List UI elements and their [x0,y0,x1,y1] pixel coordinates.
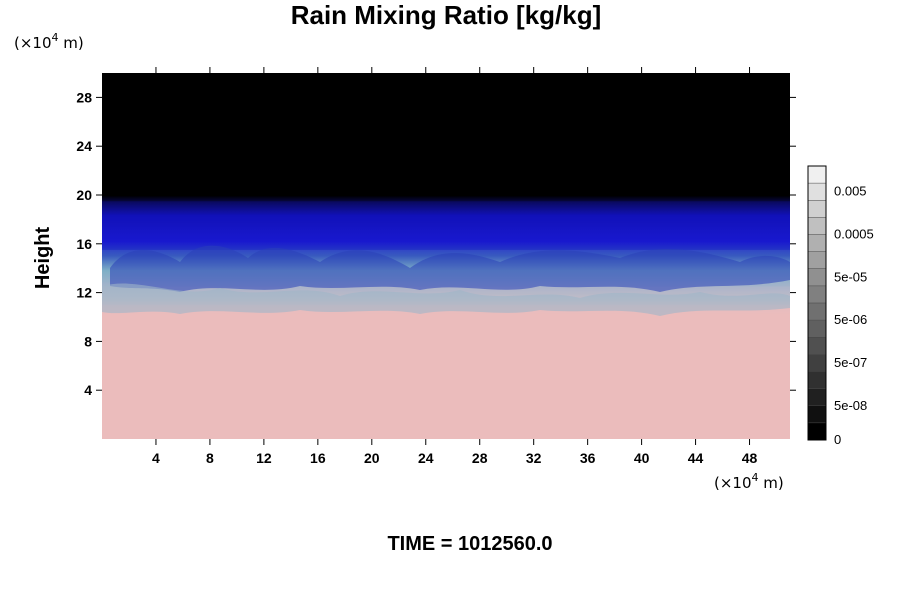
x-tick-label: 8 [206,450,214,466]
y-unit-label: (×104 m) [14,31,84,52]
colorbar-segment [808,388,826,406]
chart-title: Rain Mixing Ratio [kg/kg] [291,0,602,30]
y-tick-label: 28 [76,89,92,105]
colorbar-segment [808,320,826,338]
colorbar [807,165,827,441]
x-tick-label: 20 [364,450,380,466]
x-unit-label: (×104 m) [714,471,784,492]
colorbar-segment [808,405,826,423]
y-tick-label: 20 [76,187,92,203]
x-tick-label: 40 [634,450,650,466]
x-tick-labels: 4 8 12 16 20 24 28 32 36 40 44 48 [152,450,757,466]
x-tick-label: 48 [742,450,758,466]
colorbar-labels: 0.005 0.0005 5e-05 5e-06 5e-07 5e-08 0 [834,184,874,447]
colorbar-segment [808,268,826,286]
x-tick-label: 32 [526,450,542,466]
colorbar-label: 0.005 [834,184,867,199]
y-tick-label: 16 [76,236,92,252]
heatmap-region-upper [102,73,790,202]
colorbar-segment [808,285,826,303]
colorbar-segment [808,303,826,321]
y-tick-marks [96,96,796,391]
colorbar-label: 5e-08 [834,398,867,413]
colorbar-frame [807,165,827,441]
y-tick-label: 8 [84,333,92,349]
colorbar-segment [808,337,826,355]
colorbar-label: 5e-05 [834,269,867,284]
x-tick-label: 16 [310,450,326,466]
time-label: TIME = 1012560.0 [387,533,552,555]
colorbar-label: 5e-06 [834,312,867,327]
heatmap-region-band-blue [102,201,790,250]
x-tick-label: 12 [256,450,272,466]
colorbar-segment [808,166,826,184]
y-axis-label: Height [32,227,54,290]
colorbar-segment [808,251,826,269]
colorbar-segment [808,234,826,252]
x-tick-label: 28 [472,450,488,466]
colorbar-segment [808,354,826,372]
colorbar-segment [808,371,826,389]
colorbar-segment [808,183,826,201]
colorbar-label: 0.0005 [834,227,874,242]
x-tick-label: 44 [688,450,704,466]
colorbar-segment [808,217,826,235]
colorbar-segment [808,200,826,218]
y-tick-label: 4 [84,382,92,398]
colorbar-label: 5e-07 [834,355,867,370]
colorbar-segment [808,422,826,440]
x-tick-label: 24 [418,450,434,466]
turbulent-eddies [110,245,790,292]
heatmap-region-lower [102,304,790,439]
colorbar-label: 0 [834,432,841,447]
y-tick-label: 24 [76,138,92,154]
y-tick-labels: 4 8 12 16 20 24 28 [76,89,92,398]
x-tick-label: 36 [580,450,596,466]
x-tick-label: 4 [152,450,160,466]
x-tick-marks [155,67,751,445]
cloud-wisps [102,283,790,316]
y-tick-label: 12 [76,285,92,301]
